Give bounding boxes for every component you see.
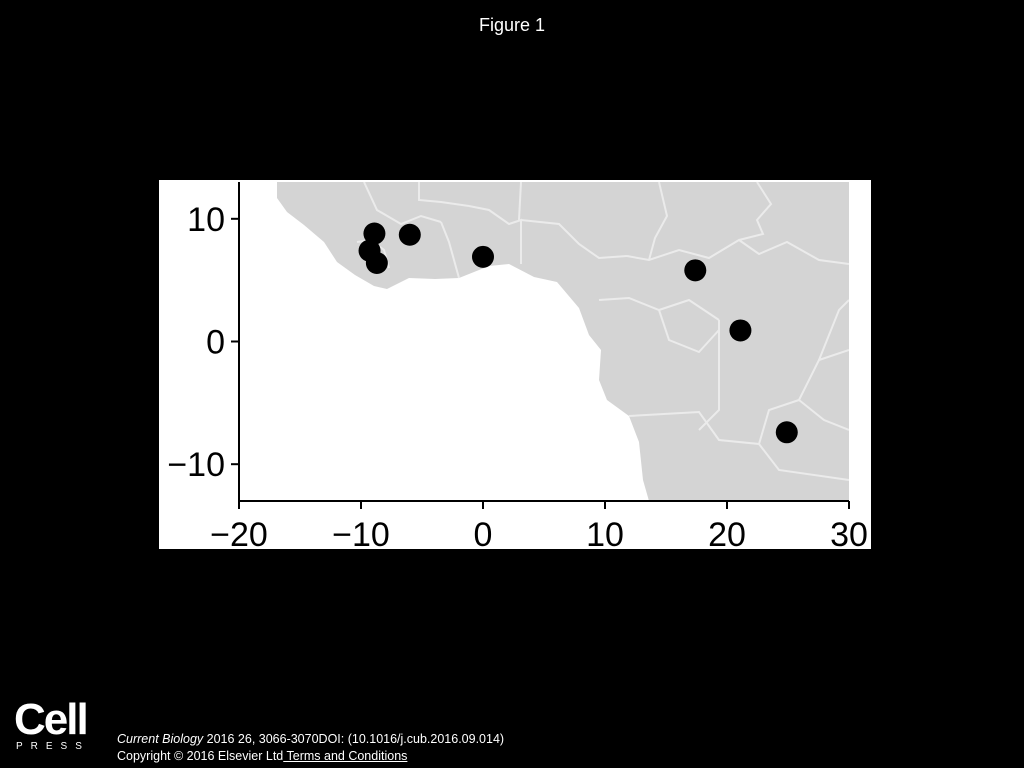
- journal-name: Current Biology: [117, 732, 204, 746]
- y-tick-label-1: 10: [187, 201, 225, 239]
- citation-block: Current Biology 2016 26, 3066-3070DOI: (…: [117, 731, 504, 765]
- sample-points: [358, 222, 798, 444]
- x-tick-label-2: −10: [332, 516, 390, 549]
- terms-link[interactable]: Terms and Conditions: [283, 749, 408, 763]
- x-tick-label-4: 10: [586, 516, 624, 549]
- plot-axes: −20 −10 0 10 20 30 10 0 −10: [167, 182, 868, 549]
- x-tick-label-3: 0: [474, 516, 493, 549]
- map-point-3: [365, 251, 388, 274]
- slide-title: Figure 1: [478, 15, 546, 35]
- logo-word: Cell: [14, 695, 89, 744]
- x-tick-label-5: 20: [708, 516, 746, 549]
- cell-press-logo: Cell PRESS: [14, 695, 90, 753]
- map-point-5: [472, 245, 494, 268]
- logo-subtitle: PRESS: [16, 741, 90, 752]
- map-point-1: [363, 222, 386, 245]
- citation-details: 2016 26, 3066-3070DOI: (10.1016/j.cub.20…: [203, 732, 505, 746]
- copyright-line: Copyright © 2016 Elsevier Ltd Terms and …: [117, 748, 504, 765]
- x-tick-label-6: 30: [830, 516, 868, 549]
- y-tick-label-3: −10: [167, 446, 225, 484]
- map-point-7: [729, 319, 752, 342]
- map-point-6: [684, 259, 707, 282]
- map-plot: −20 −10 0 10 20 30 10 0 −10: [159, 180, 871, 549]
- copyright-text: Copyright © 2016 Elsevier Ltd: [117, 749, 284, 763]
- map-point-8: [775, 421, 798, 444]
- x-tick-label-1: −20: [210, 516, 268, 549]
- map-point-4: [398, 223, 421, 246]
- country-borders: [356, 182, 849, 481]
- figure-panel: −20 −10 0 10 20 30 10 0 −10: [159, 180, 871, 549]
- y-tick-label-2: 0: [206, 324, 225, 362]
- map-area: [239, 182, 849, 501]
- citation-line: Current Biology 2016 26, 3066-3070DOI: (…: [117, 731, 504, 748]
